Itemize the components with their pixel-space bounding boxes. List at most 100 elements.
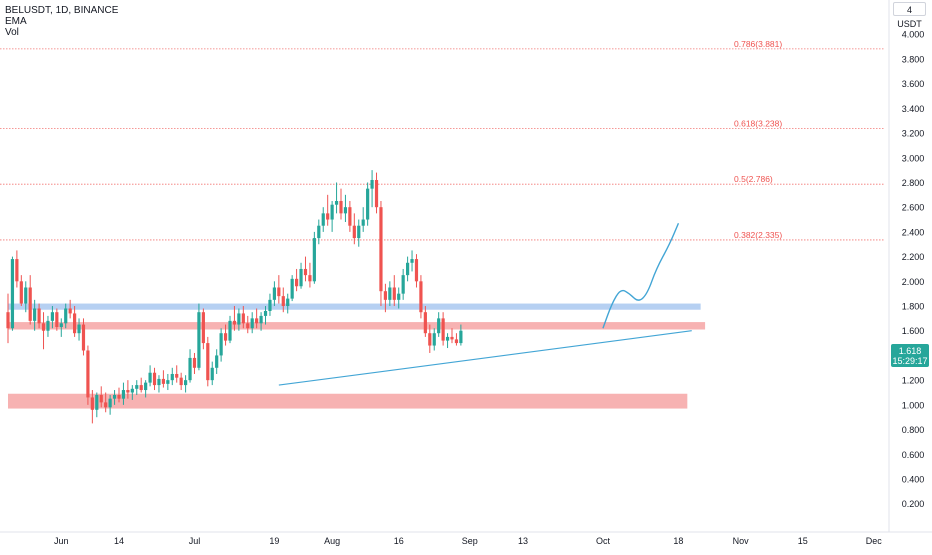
y-tick-label: 2.000	[902, 277, 925, 287]
candle-body	[423, 312, 427, 334]
candle-body	[219, 333, 223, 356]
fib-label: 0.618(3.238)	[734, 118, 782, 128]
candle-body	[59, 323, 63, 328]
candle-body	[259, 315, 263, 324]
candle-body	[352, 225, 356, 239]
candle-body	[46, 320, 50, 331]
y-tick-label: 0.800	[902, 425, 925, 435]
projection-path	[602, 222, 680, 329]
candle-body	[184, 380, 188, 386]
candle-body	[241, 313, 245, 324]
candle-body	[272, 287, 276, 300]
currency-unit-button[interactable]: 4 USDT	[893, 2, 926, 29]
candle-body	[330, 204, 334, 220]
y-tick-label: 2.200	[902, 252, 925, 262]
candle-body	[321, 213, 325, 226]
last-price-value: 1.618	[898, 346, 922, 356]
candle-body	[64, 308, 68, 324]
candle-body	[90, 397, 94, 410]
candle-body	[33, 308, 37, 321]
zone-support	[8, 322, 706, 330]
candle-body	[86, 350, 90, 398]
candle-body	[139, 385, 143, 391]
time-axis[interactable]: Jun 14 Jul 19 Aug 16 Sep 13 Oct 18 Nov 15 Dec	[54, 536, 882, 546]
candle-body	[161, 378, 165, 384]
x-tick-label: Oct	[596, 536, 611, 546]
x-tick-label: 13	[518, 536, 528, 546]
fib-label: 0.786(3.881)	[734, 39, 782, 49]
candle-body	[419, 281, 423, 313]
candle-body	[450, 336, 454, 340]
indicator-volume[interactable]: Vol	[5, 27, 19, 38]
candle-body	[410, 259, 414, 263]
x-tick-label: 14	[114, 536, 124, 546]
candle-body	[357, 225, 361, 239]
zone-support-low	[8, 393, 688, 409]
x-tick-label: Sep	[462, 536, 478, 546]
candle-body	[334, 201, 339, 205]
candle-body	[228, 320, 232, 341]
candle-body	[281, 296, 285, 307]
candle-body	[286, 298, 290, 307]
x-tick-label: Jul	[189, 536, 201, 546]
candle-body	[135, 385, 139, 389]
x-tick-label: 18	[673, 536, 683, 546]
candle-body	[104, 402, 108, 408]
candle-body	[50, 312, 54, 321]
candle-body	[459, 330, 463, 344]
candle-body	[290, 278, 294, 299]
candle-body	[10, 259, 15, 329]
y-tick-label: 3.000	[902, 153, 925, 163]
candle-body	[55, 312, 59, 328]
candle-body	[277, 287, 281, 297]
candle-body	[348, 207, 352, 226]
candle-body	[432, 333, 436, 346]
candle-body	[388, 287, 392, 300]
candle-body	[170, 373, 174, 381]
price-axis[interactable]: 4.2004.0003.8003.6003.4003.2003.0002.800…	[902, 5, 925, 509]
candle-body	[237, 313, 241, 325]
candle-body	[24, 287, 28, 304]
candle-body	[81, 324, 86, 351]
candle-body	[206, 343, 210, 381]
x-tick-label: Jun	[54, 536, 69, 546]
candle-body	[166, 380, 170, 384]
candle-body	[6, 312, 10, 329]
x-tick-label: Nov	[733, 536, 750, 546]
candle-body	[197, 312, 201, 368]
fibonacci-levels: 0.786(3.881) 0.618(3.238) 0.5(2.786) 0.382(…	[0, 39, 885, 241]
candle-body	[250, 318, 254, 329]
y-tick-label: 1.600	[902, 326, 925, 336]
candle-body	[148, 372, 152, 383]
candles	[6, 170, 463, 424]
candle-body	[414, 259, 419, 282]
fib-label: 0.5(2.786)	[734, 174, 773, 184]
candle-body	[99, 394, 103, 403]
candle-body	[317, 225, 321, 239]
candle-body	[374, 179, 379, 208]
candle-body	[406, 262, 410, 276]
y-tick-label: 3.200	[902, 129, 925, 139]
candle-body	[73, 313, 77, 334]
trendline	[278, 330, 692, 386]
y-tick-label: 3.800	[902, 54, 925, 64]
candle-body	[223, 333, 228, 341]
candle-body	[175, 373, 179, 378]
candle-body	[339, 201, 343, 214]
candle-body	[121, 390, 126, 399]
indicator-ema[interactable]: EMA	[5, 16, 27, 27]
candle-body	[232, 320, 237, 325]
candle-body	[308, 275, 312, 282]
x-tick-label: Dec	[866, 536, 883, 546]
candle-body	[441, 318, 445, 341]
candle-body	[255, 318, 259, 324]
candle-body	[157, 378, 161, 386]
candle-body	[401, 275, 405, 294]
x-tick-label: 15	[798, 536, 808, 546]
candle-body	[117, 394, 121, 399]
y-tick-label: 2.600	[902, 203, 925, 213]
candle-body	[19, 281, 23, 304]
symbol-title[interactable]: BELUSDT, 1D, BINANCE	[5, 5, 119, 16]
